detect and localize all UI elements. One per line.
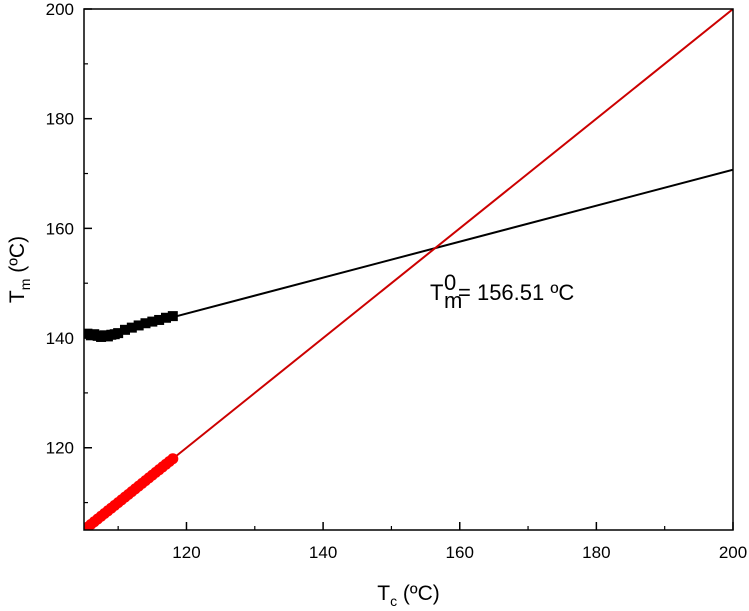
x-tick-label: 200 bbox=[719, 543, 747, 562]
plot-frame bbox=[83, 8, 734, 531]
x-tick-label: 160 bbox=[446, 543, 474, 562]
y-axis-label: Tm (ºC) bbox=[6, 236, 33, 303]
x-tick-label: 120 bbox=[172, 543, 200, 562]
equilibrium-melting-annotation: T 0 m = 156.51 ºC bbox=[430, 270, 574, 313]
axis-ticks: 120 140 160 180 200 120 140 160 180 200 bbox=[46, 0, 748, 562]
y-tick-label: 120 bbox=[46, 439, 74, 458]
annotation-symbol: T bbox=[430, 280, 443, 305]
y-tick-label: 140 bbox=[46, 329, 74, 348]
data-point-square bbox=[119, 324, 130, 335]
annotation-value: = 156.51 ºC bbox=[458, 280, 574, 305]
x-axis-label: Tc (ºC) bbox=[377, 582, 439, 609]
data-point-square bbox=[154, 314, 165, 325]
data-point-circle bbox=[167, 453, 179, 465]
data-point-square bbox=[126, 322, 137, 333]
data-point-square bbox=[147, 316, 158, 327]
data-point-square bbox=[160, 312, 171, 323]
data-point-square bbox=[113, 328, 124, 339]
annotation-superscript: 0 bbox=[444, 270, 456, 295]
fit-line-2 bbox=[84, 9, 733, 530]
data-point-square bbox=[140, 318, 151, 329]
fit-line-1 bbox=[172, 168, 733, 319]
x-tick-label: 140 bbox=[309, 543, 337, 562]
data-point-square bbox=[167, 311, 178, 322]
annotation-subscript: m bbox=[444, 288, 462, 313]
data-point-square bbox=[133, 320, 144, 331]
x-tick-label: 180 bbox=[582, 543, 610, 562]
plot-area bbox=[84, 9, 733, 530]
y-tick-label: 200 bbox=[46, 0, 74, 19]
y-tick-label: 160 bbox=[46, 219, 74, 238]
y-tick-label: 180 bbox=[46, 110, 74, 129]
